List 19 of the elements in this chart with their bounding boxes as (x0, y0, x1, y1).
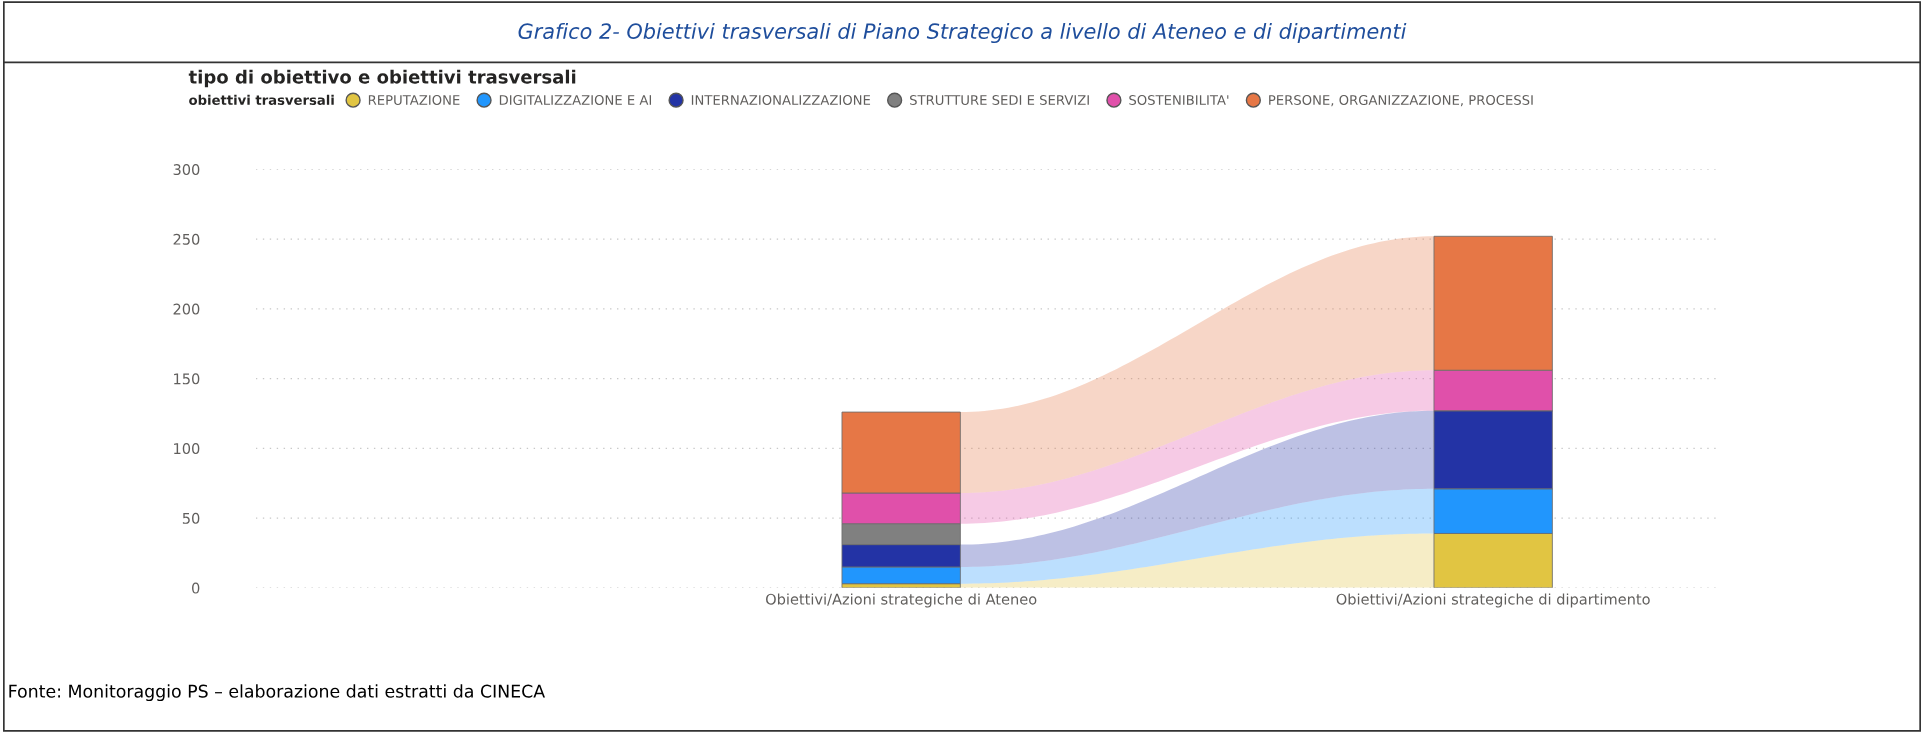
legend-label: REPUTAZIONE (368, 95, 460, 105)
chart-title: Grafico 2- Obiettivi trasversali di Piano Strategico a livello di Ateneo e di dipartimenti (518, 22, 1407, 44)
chart-subtitle: tipo di obiettivo e obiettivi trasversali (188, 69, 576, 88)
legend-label: INTERNAZIONALIZZAZIONE (691, 95, 871, 105)
y-tick-label: 100 (174, 443, 200, 455)
y-tick-label: 300 (173, 164, 200, 176)
y-tick-label: 200 (173, 303, 200, 315)
source-note: Fonte: Monitoraggio PS – elaborazione dati estratti da CINECA (9, 684, 546, 702)
y-tick-label: 150 (174, 373, 200, 385)
y-tick-label: 250 (173, 233, 200, 245)
x-tick-label: Obiettivi/Azioni strategiche di Ateneo (766, 593, 1037, 608)
legend-label: STRUTTURE SEDI E SERVIZI (910, 95, 1089, 105)
legend-label: SOSTENIBILITA' (1129, 95, 1229, 105)
x-tick-label: Obiettivi/Azioni strategiche di dipartimento (1336, 593, 1650, 608)
legend-label: PERSONE, ORGANIZZAZIONE, PROCESSI (1269, 95, 1533, 107)
y-tick-label: 50 (182, 512, 200, 524)
y-tick-label: 0 (192, 582, 200, 594)
legend-title: obiettivi trasversali (189, 94, 334, 105)
legend-label: DIGITALIZZAZIONE E AI (499, 95, 652, 105)
